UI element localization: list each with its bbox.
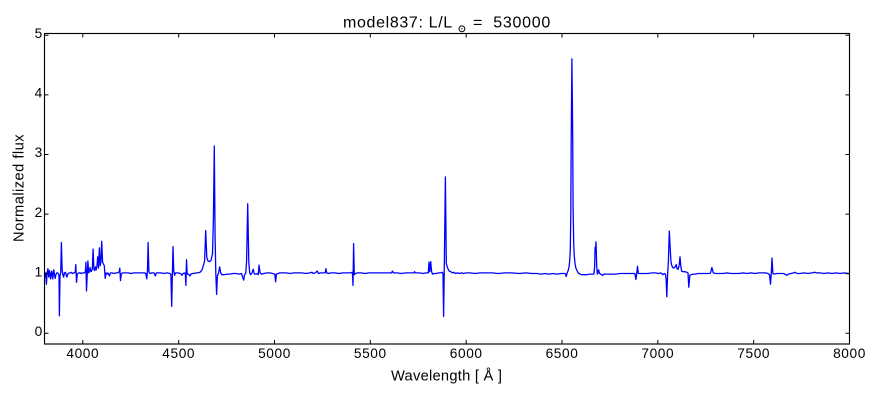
svg-text:5: 5: [35, 26, 43, 41]
svg-text:3: 3: [35, 145, 43, 160]
svg-text:0: 0: [35, 324, 43, 339]
svg-text:7000: 7000: [641, 346, 674, 361]
svg-text:model837: L/L: model837: L/L: [343, 15, 453, 32]
svg-text:8000: 8000: [833, 346, 866, 361]
svg-text:4000: 4000: [66, 346, 99, 361]
svg-text:4500: 4500: [162, 346, 195, 361]
svg-text:7500: 7500: [737, 346, 770, 361]
svg-text:5500: 5500: [354, 346, 387, 361]
svg-text:1: 1: [35, 264, 43, 279]
svg-text:=: =: [473, 15, 483, 32]
svg-text:5000: 5000: [258, 346, 291, 361]
svg-text:Normalized flux: Normalized flux: [12, 134, 28, 242]
svg-text:4: 4: [35, 86, 43, 101]
svg-text:6500: 6500: [546, 346, 579, 361]
svg-text:2: 2: [35, 205, 43, 220]
svg-text:6000: 6000: [450, 346, 483, 361]
svg-text:Wavelength [ Å ]: Wavelength [ Å ]: [391, 368, 502, 385]
svg-text:530000: 530000: [493, 15, 551, 32]
